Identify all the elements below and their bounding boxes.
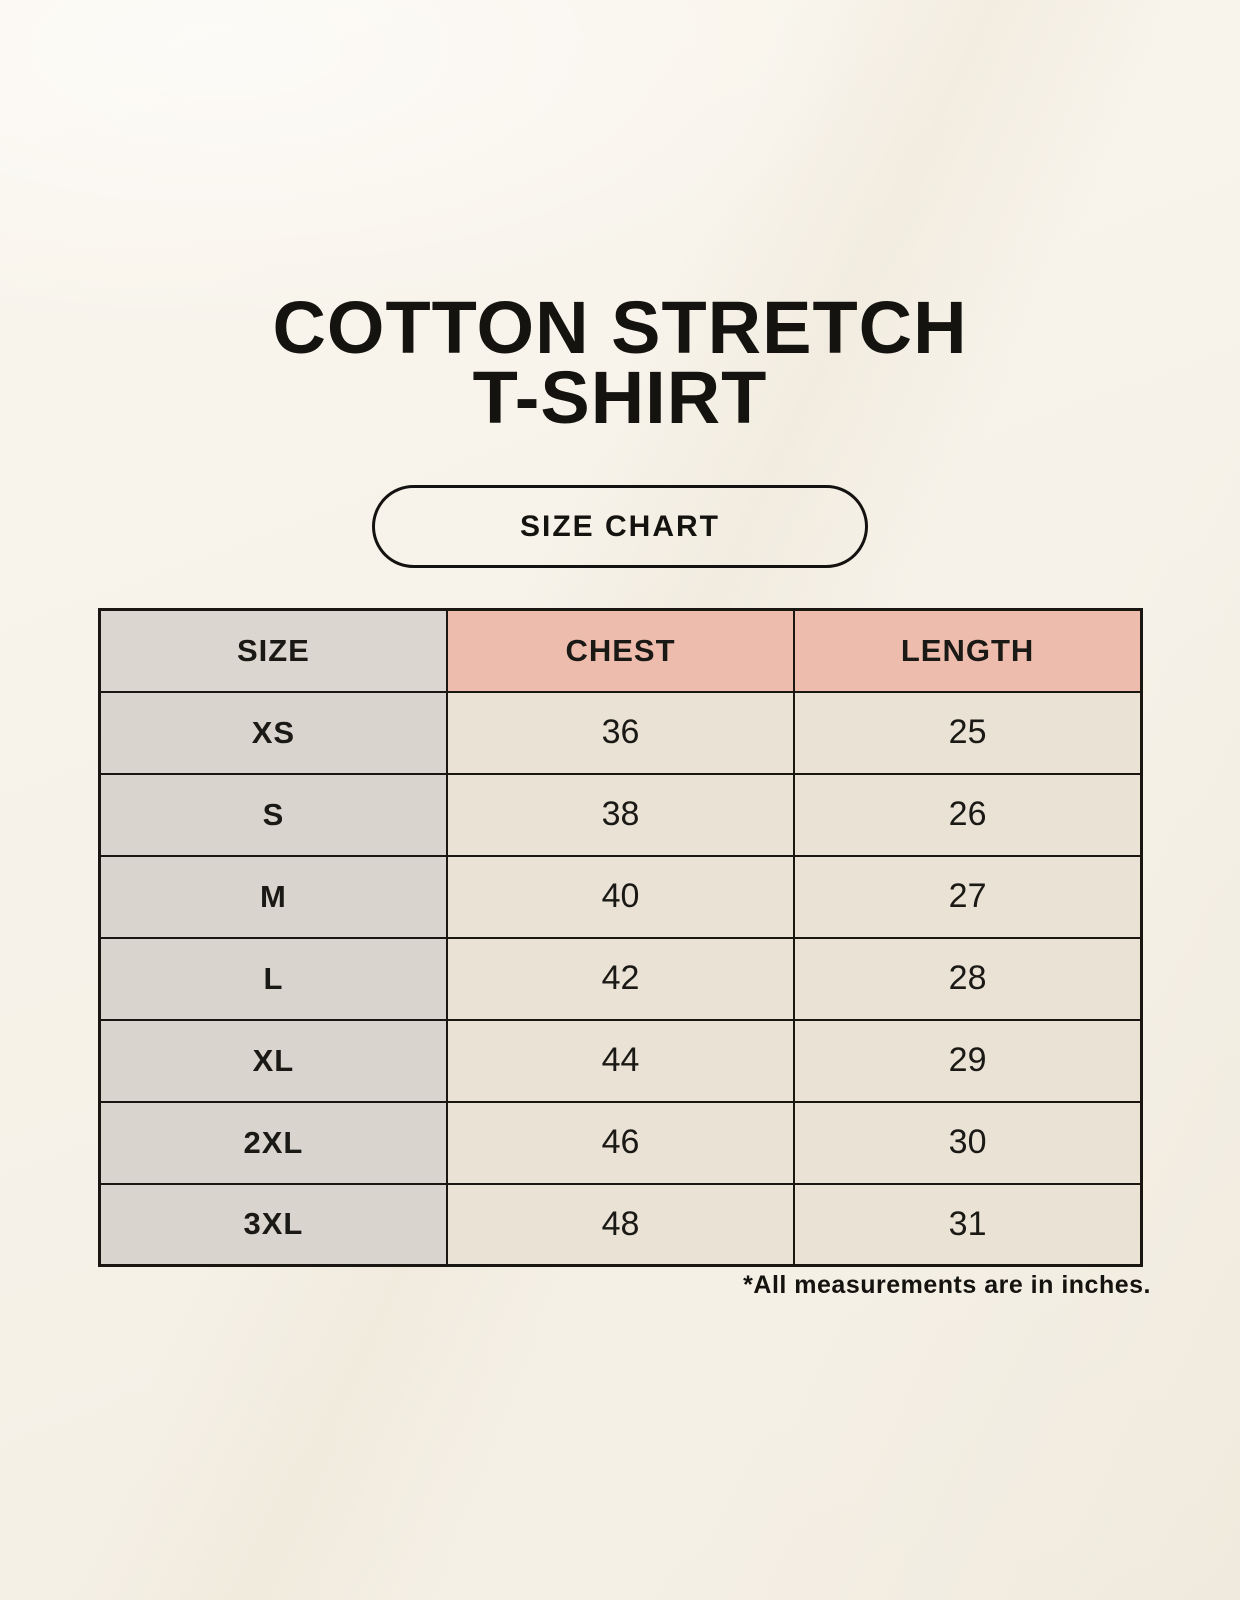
page-title-line2: T-SHIRT <box>472 356 768 439</box>
size-chart-badge: SIZE CHART <box>372 485 868 568</box>
table-row: S 38 26 <box>98 772 1143 857</box>
size-cell: S <box>98 772 448 857</box>
chest-cell: 44 <box>445 1018 796 1103</box>
measurements-footnote: *All measurements are in inches. <box>743 1271 1151 1299</box>
table-row: XS 36 25 <box>98 690 1143 775</box>
size-cell: M <box>98 854 448 939</box>
table-row: 2XL 46 30 <box>98 1100 1143 1185</box>
chest-cell: 48 <box>445 1182 796 1267</box>
header-row: SIZE CHEST LENGTH <box>98 608 1143 693</box>
chest-cell: 40 <box>445 854 796 939</box>
length-cell: 31 <box>793 1182 1143 1267</box>
length-cell: 26 <box>793 772 1143 857</box>
size-cell: L <box>98 936 448 1021</box>
table-header: SIZE CHEST LENGTH <box>98 608 1143 693</box>
chest-cell: 36 <box>445 690 796 775</box>
size-cell: 3XL <box>98 1182 448 1267</box>
table-body: XS 36 25 S 38 26 M 40 27 L 42 28 XL 44 2… <box>98 690 1143 1267</box>
length-cell: 30 <box>793 1100 1143 1185</box>
size-cell: XL <box>98 1018 448 1103</box>
page-title-line1: COTTON STRETCH <box>272 286 968 369</box>
column-header-size: SIZE <box>98 608 448 693</box>
table-row: 3XL 48 31 <box>98 1182 1143 1267</box>
table-row: XL 44 29 <box>98 1018 1143 1103</box>
length-cell: 27 <box>793 854 1143 939</box>
page-title: COTTON STRETCH T-SHIRT <box>0 286 1240 439</box>
size-chart-table: SIZE CHEST LENGTH XS 36 25 S 38 26 M 40 … <box>98 608 1143 1267</box>
size-cell: 2XL <box>98 1100 448 1185</box>
chest-cell: 38 <box>445 772 796 857</box>
table-row: L 42 28 <box>98 936 1143 1021</box>
length-cell: 28 <box>793 936 1143 1021</box>
chest-cell: 46 <box>445 1100 796 1185</box>
table-row: M 40 27 <box>98 854 1143 939</box>
chest-cell: 42 <box>445 936 796 1021</box>
size-cell: XS <box>98 690 448 775</box>
column-header-chest: CHEST <box>445 608 796 693</box>
size-chart-badge-label: SIZE CHART <box>520 509 720 543</box>
length-cell: 29 <box>793 1018 1143 1103</box>
length-cell: 25 <box>793 690 1143 775</box>
column-header-length: LENGTH <box>793 608 1143 693</box>
